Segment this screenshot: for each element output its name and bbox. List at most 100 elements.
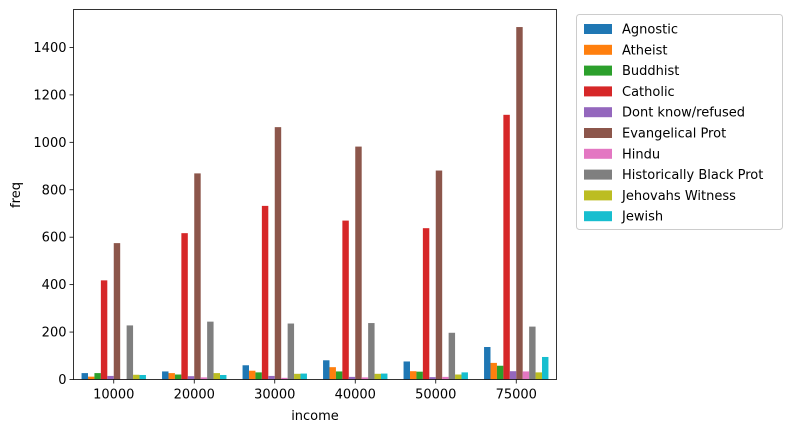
bar-jewish-75000 — [542, 356, 549, 380]
bar-dont-know-refused-40000 — [348, 376, 356, 380]
x-tick-label: 50000 — [415, 388, 456, 403]
bar-hindu-40000 — [361, 377, 369, 380]
legend-swatch — [584, 128, 612, 138]
bar-evangelical-prot-10000 — [113, 243, 121, 380]
bar-hindu-75000 — [522, 371, 530, 380]
bar-buddhist-50000 — [416, 371, 423, 380]
bar-evangelical-prot-75000 — [516, 27, 523, 380]
bar-buddhist-40000 — [335, 371, 343, 380]
bar-buddhist-30000 — [255, 372, 262, 380]
bar-atheist-40000 — [329, 367, 336, 380]
bar-evangelical-prot-20000 — [194, 173, 201, 380]
bar-hindu-20000 — [200, 377, 208, 380]
x-axis: 10000 20000 30000 40000 50000 75000 — [93, 379, 537, 403]
bar-historically-black-prot-75000 — [529, 326, 536, 380]
bar-agnostic-40000 — [323, 360, 330, 380]
legend-swatch — [584, 190, 612, 201]
legend-label: Catholic — [622, 85, 675, 100]
bar-jewish-20000 — [220, 374, 227, 380]
y-tick-label: 0 — [58, 373, 66, 388]
bar-evangelical-prot-40000 — [355, 146, 362, 380]
bar-hindu-50000 — [442, 376, 449, 380]
bar-agnostic-10000 — [81, 373, 88, 380]
legend-swatch — [584, 169, 612, 180]
bar-buddhist-75000 — [496, 365, 504, 380]
bars-layer — [81, 27, 549, 380]
bar-historically-black-prot-40000 — [368, 323, 375, 380]
legend-frame — [576, 14, 783, 230]
legend-label: Agnostic — [622, 23, 678, 38]
bar-jehovahs-witness-10000 — [133, 374, 140, 380]
bar-jehovahs-witness-75000 — [535, 372, 543, 380]
bar-historically-black-prot-20000 — [207, 321, 214, 380]
legend-label: Historically Black Prot — [622, 168, 763, 183]
y-tick-label: 1000 — [33, 136, 66, 151]
bar-catholic-50000 — [422, 228, 430, 380]
bar-buddhist-20000 — [174, 374, 182, 380]
bar-catholic-40000 — [342, 220, 349, 380]
bar-dont-know-refused-30000 — [268, 375, 275, 380]
legend-label: Hindu — [622, 147, 660, 162]
bar-atheist-20000 — [168, 373, 175, 380]
bar-agnostic-75000 — [484, 347, 491, 380]
bar-buddhist-10000 — [94, 373, 101, 380]
bar-atheist-10000 — [87, 376, 95, 380]
bar-jehovahs-witness-50000 — [455, 374, 462, 380]
legend-swatch — [584, 65, 612, 76]
legend-swatch — [584, 211, 612, 222]
legend: Agnostic Atheist Buddhist Catholic Dont know… — [576, 14, 783, 230]
bar-catholic-75000 — [503, 114, 510, 380]
bar-historically-black-prot-10000 — [126, 325, 134, 380]
x-axis-title: income — [291, 409, 339, 424]
legend-swatch — [584, 44, 612, 55]
bar-jehovahs-witness-30000 — [294, 373, 301, 380]
x-tick-label: 10000 — [93, 388, 134, 403]
bar-jehovahs-witness-40000 — [374, 373, 382, 380]
bar-evangelical-prot-50000 — [435, 170, 443, 380]
legend-label: Atheist — [622, 43, 667, 58]
bar-jewish-30000 — [300, 373, 307, 380]
bar-hindu-30000 — [281, 377, 288, 380]
bar-atheist-30000 — [248, 370, 256, 380]
bar-dont-know-refused-75000 — [509, 371, 517, 380]
bar-dont-know-refused-10000 — [107, 375, 114, 380]
bar-dont-know-refused-50000 — [429, 377, 436, 380]
x-tick-label: 20000 — [174, 388, 215, 403]
bar-agnostic-50000 — [403, 361, 410, 380]
bar-jewish-10000 — [139, 374, 146, 380]
x-tick-label: 40000 — [335, 388, 376, 403]
legend-label: Jewish — [621, 210, 663, 225]
y-tick-label: 800 — [42, 183, 67, 198]
y-tick-label: 200 — [42, 326, 67, 341]
legend-label: Buddhist — [622, 64, 679, 79]
legend-label: Dont know/refused — [622, 106, 745, 121]
bar-atheist-75000 — [490, 362, 497, 380]
legend-label: Jehovahs Witness — [621, 189, 736, 204]
bar-atheist-50000 — [409, 371, 417, 380]
bar-catholic-30000 — [261, 205, 269, 380]
bar-catholic-20000 — [181, 233, 188, 380]
y-axis-title: freq — [9, 182, 24, 208]
bar-jewish-50000 — [461, 372, 468, 380]
bar-historically-black-prot-30000 — [287, 323, 295, 380]
bar-evangelical-prot-30000 — [274, 127, 282, 380]
bar-agnostic-20000 — [162, 371, 169, 380]
y-tick-label: 1400 — [33, 41, 66, 56]
legend-label: Evangelical Prot — [622, 127, 726, 142]
bar-catholic-10000 — [100, 280, 108, 380]
bar-jehovahs-witness-20000 — [213, 373, 221, 380]
bar-historically-black-prot-50000 — [448, 332, 456, 380]
x-tick-label: 75000 — [496, 388, 537, 403]
legend-swatch — [584, 148, 612, 159]
plot-frame — [73, 9, 557, 380]
x-tick-label: 30000 — [254, 388, 295, 403]
bar-jewish-40000 — [381, 373, 388, 380]
legend-swatch — [584, 24, 612, 34]
y-axis: 0 200 400 600 800 1000 1200 1400 — [33, 41, 74, 388]
y-tick-label: 600 — [42, 231, 67, 246]
legend-swatch — [584, 107, 612, 118]
y-tick-label: 1200 — [33, 88, 66, 103]
y-tick-label: 400 — [42, 278, 67, 293]
legend-swatch — [584, 86, 612, 97]
